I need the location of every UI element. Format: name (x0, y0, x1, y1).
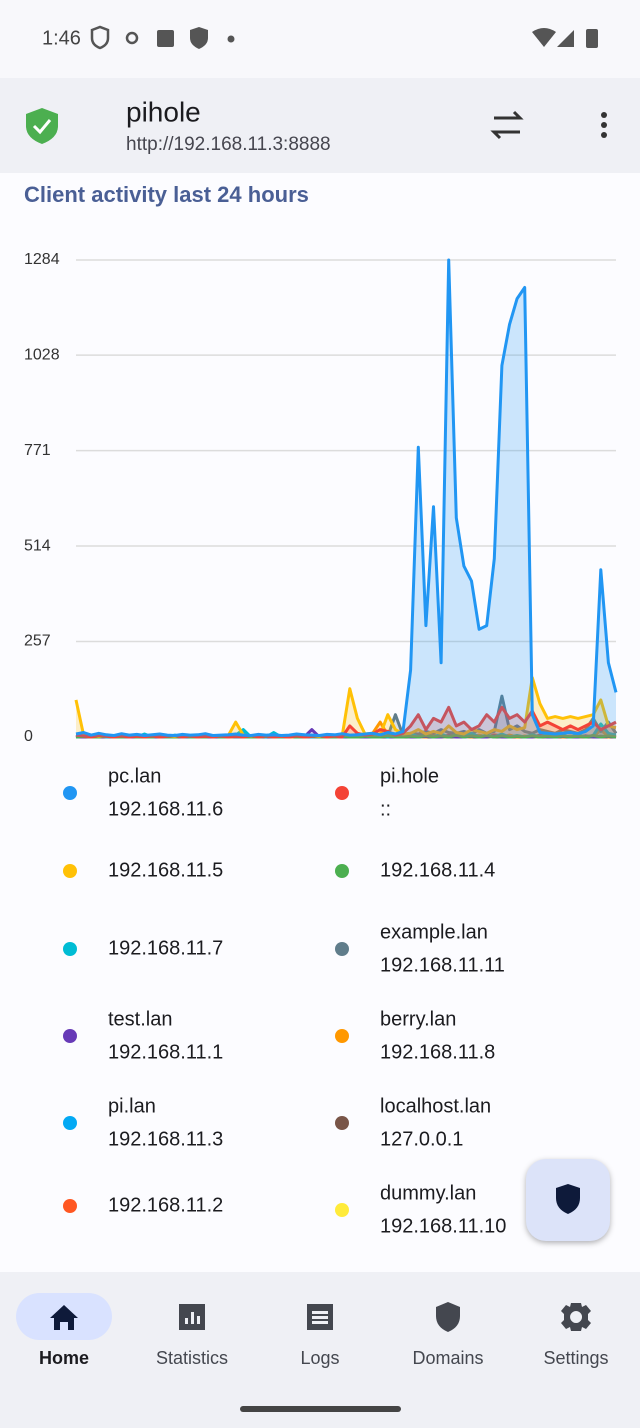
check (32, 119, 52, 135)
legend-address: 192.168.11.3 (108, 1128, 223, 1150)
status-time: 1:46 (42, 27, 81, 49)
area (76, 677, 616, 737)
series-line (75, 258, 618, 737)
legend-marker (335, 864, 349, 878)
legend-marker (335, 786, 349, 800)
legend-address: 192.168.11.6 (108, 798, 223, 820)
app-subtitle: http://192.168.11.3:8888 (126, 134, 331, 155)
chart-title: Client activity last 24 hours (24, 182, 309, 207)
legend-marker (63, 1029, 77, 1043)
legend-name: test.lan (108, 1008, 172, 1030)
legend-marker (63, 786, 77, 800)
switch-button[interactable] (490, 110, 524, 140)
app-bar (0, 78, 640, 173)
nav-items: Home Statistics Logs Domains Settings (16, 1293, 609, 1368)
legend-name: pi.lan (108, 1095, 156, 1117)
nav-label[interactable]: Logs (300, 1348, 339, 1368)
menu-button[interactable] (601, 112, 607, 138)
legend-name: pc.lan (108, 765, 161, 787)
plot: 0 257 514 771 1028 1284 (24, 251, 618, 745)
nav-icon[interactable] (436, 1302, 460, 1332)
legend-marker (335, 1029, 349, 1043)
legend-marker (335, 942, 349, 956)
nav-label[interactable]: Home (39, 1348, 89, 1368)
legend-address: 192.168.11.2 (108, 1194, 223, 1216)
area (76, 260, 616, 737)
legend-marker (335, 1116, 349, 1130)
legend-name: pi.hole (380, 765, 439, 787)
nav-label[interactable]: Statistics (156, 1348, 228, 1368)
nav-label[interactable]: Settings (543, 1348, 608, 1368)
y-tick-label: 771 (24, 442, 51, 459)
legend-address: 192.168.11.7 (108, 937, 223, 959)
nav-icon[interactable] (307, 1304, 333, 1330)
fab-icon (556, 1184, 580, 1214)
legend-address: :: (380, 798, 391, 820)
y-tick-label: 1028 (24, 346, 60, 363)
legend-marker (335, 1203, 349, 1217)
nav-icon[interactable] (179, 1304, 205, 1330)
nav-icon[interactable] (561, 1303, 591, 1331)
legend-name: berry.lan (380, 1008, 456, 1030)
area (76, 707, 616, 737)
y-tick-label: 0 (24, 728, 33, 745)
legend-name: dummy.lan (380, 1182, 476, 1204)
bottom-nav (0, 1272, 640, 1428)
nav-label[interactable]: Domains (412, 1348, 483, 1368)
home-indicator (240, 1406, 401, 1412)
nav-icon[interactable] (50, 1305, 78, 1330)
legend-address: 192.168.11.10 (380, 1215, 506, 1237)
legend-address: 192.168.11.4 (380, 859, 495, 881)
legend-name: example.lan (380, 921, 488, 943)
status-bar (0, 0, 640, 78)
y-tick-label: 1284 (24, 251, 60, 268)
legend-marker (63, 1199, 77, 1213)
legend-marker (63, 1116, 77, 1130)
legend-marker (63, 864, 77, 878)
legend-marker (63, 942, 77, 956)
legend-address: 192.168.11.11 (380, 954, 505, 976)
status-icons (90, 25, 598, 50)
y-tick-label: 514 (24, 537, 51, 554)
legend-address: 192.168.11.5 (108, 859, 223, 881)
status-shield (26, 108, 58, 144)
legend-address: 127.0.0.1 (380, 1128, 463, 1150)
legend-address: 192.168.11.1 (108, 1041, 223, 1063)
y-tick-label: 257 (24, 633, 51, 650)
legend-name: localhost.lan (380, 1095, 491, 1117)
legend-address: 192.168.11.8 (380, 1041, 495, 1063)
app-title: pihole (126, 96, 201, 127)
